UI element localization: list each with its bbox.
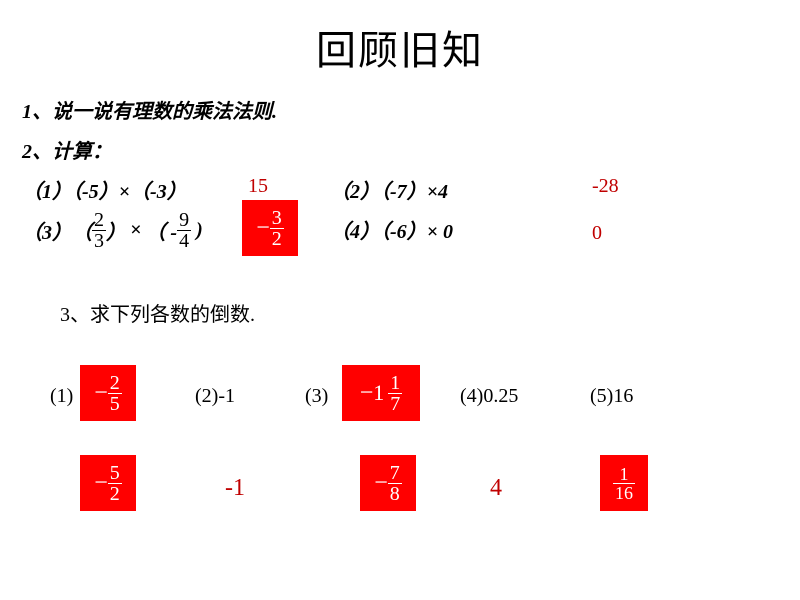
r1-sign: −: [94, 380, 108, 407]
question-1: 1、说一说有理数的乘法法则.: [22, 95, 277, 124]
r3-whole: 1: [373, 380, 388, 406]
r3-answer-box: − 7 8: [360, 455, 416, 511]
problem-4: （4）（-6）× 0: [330, 215, 453, 244]
p1-label: （1）: [22, 181, 72, 203]
p3-frac-b: 9 4: [177, 210, 191, 251]
r3-ans-frac: 7 8: [388, 463, 402, 504]
slide: 回顾旧知 1、说一说有理数的乘法法则. 2、计算： （1）（-5）×（-3） 1…: [0, 0, 800, 600]
r5-answer-box: 1 16: [600, 455, 648, 511]
r1-ans-frac: 5 2: [108, 463, 122, 504]
p4-label: （4）: [330, 221, 380, 243]
r3-frac: 1 7: [388, 373, 402, 414]
r1-ans-sign: −: [94, 470, 108, 497]
p3-frac-a: 2 3: [92, 210, 106, 251]
r3-sign: −: [360, 380, 374, 407]
r5-ans-frac: 1 16: [613, 465, 635, 502]
p2-expr: （-7）×4: [380, 181, 448, 203]
p1-expr: （-5）×（-3）: [72, 181, 187, 203]
r5-label: (5)16: [590, 385, 633, 408]
p2-label: （2）: [330, 181, 380, 203]
answer-3-box: − 3 2: [242, 200, 298, 256]
p3-open2: （ -: [145, 216, 177, 245]
page-title: 回顾旧知: [0, 0, 800, 76]
r4-label: (4)0.25: [460, 385, 518, 408]
r3-ans-sign: −: [374, 470, 388, 497]
p3-ans-sign: −: [256, 215, 270, 242]
p3-open: （: [72, 216, 92, 245]
r4-answer: 4: [490, 475, 502, 502]
p3-times: ×: [126, 219, 145, 242]
question-3: 3、求下列各数的倒数.: [60, 298, 255, 327]
problem-3: （3） （ 2 3 ） × （ - 9 4 ): [22, 210, 203, 251]
r2-label: (2)-1: [195, 385, 235, 408]
r1-frac: 2 5: [108, 373, 122, 414]
p3-close: ）: [106, 216, 126, 245]
r1-label: (1): [50, 385, 73, 408]
r2-answer: -1: [225, 475, 245, 502]
r3-box: − 1 1 7: [342, 365, 420, 421]
problem-2: （2）（-7）×4: [330, 175, 448, 204]
r1-answer-box: − 5 2: [80, 455, 136, 511]
answer-4: 0: [592, 222, 602, 245]
answer-1: 15: [248, 175, 268, 198]
p3-label: （3）: [22, 216, 72, 245]
answer-2: -28: [592, 175, 619, 198]
r3-label: (3): [305, 385, 328, 408]
problem-1: （1）（-5）×（-3）: [22, 175, 187, 204]
p3-ans-frac: 3 2: [270, 208, 284, 249]
r1-box: − 2 5: [80, 365, 136, 421]
question-2: 2、计算：: [22, 135, 112, 164]
p4-expr: （-6）× 0: [380, 221, 453, 243]
